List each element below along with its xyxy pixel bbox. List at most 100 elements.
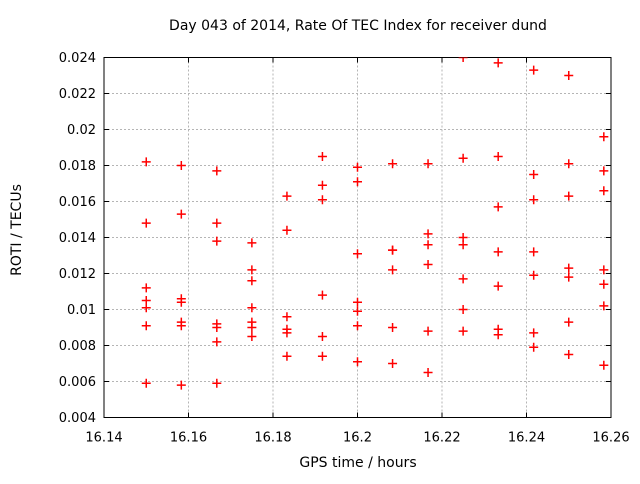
data-point-marker — [564, 317, 574, 327]
data-point-marker — [529, 270, 539, 280]
data-point-marker — [212, 323, 222, 332]
data-point-marker — [247, 276, 257, 286]
data-point-marker — [493, 330, 503, 340]
svg-text:0.008: 0.008 — [59, 339, 96, 354]
data-point-marker — [529, 328, 539, 338]
data-point-marker — [212, 166, 222, 176]
data-point-marker — [388, 245, 398, 255]
data-point-marker — [141, 321, 151, 331]
data-points — [141, 57, 609, 390]
svg-text:0.02: 0.02 — [67, 123, 96, 138]
data-point-marker — [247, 323, 257, 332]
data-point-marker — [564, 350, 574, 359]
data-point-marker — [212, 378, 222, 388]
svg-text:16.26: 16.26 — [592, 431, 629, 446]
data-point-marker — [388, 323, 398, 332]
svg-text:16.22: 16.22 — [423, 431, 460, 446]
data-point-marker — [599, 265, 609, 275]
data-point-marker — [493, 281, 503, 291]
data-point-marker — [564, 191, 574, 201]
data-point-marker — [423, 326, 433, 336]
grid-lines — [104, 57, 611, 418]
data-point-marker — [282, 225, 292, 235]
data-point-marker — [176, 321, 186, 331]
svg-text:16.2: 16.2 — [343, 431, 372, 446]
data-point-marker — [493, 152, 503, 161]
data-point-marker — [353, 249, 362, 259]
data-point-marker — [353, 162, 362, 172]
data-point-marker — [212, 337, 222, 347]
data-point-marker — [458, 240, 468, 250]
data-point-marker — [564, 272, 574, 282]
data-point-marker — [529, 195, 539, 205]
data-point-marker — [176, 209, 186, 219]
data-point-marker — [141, 157, 151, 167]
svg-text:0.012: 0.012 — [59, 267, 96, 282]
data-point-marker — [141, 378, 151, 388]
data-point-marker — [423, 240, 433, 250]
data-point-marker — [212, 236, 222, 246]
data-point-marker — [564, 71, 574, 80]
data-point-marker — [529, 247, 539, 257]
data-point-marker — [353, 306, 362, 316]
data-point-marker — [247, 265, 257, 275]
y-axis-label: ROTI / TECUs — [9, 184, 25, 276]
data-point-marker — [458, 57, 468, 62]
data-point-marker — [423, 260, 433, 269]
data-point-marker — [529, 65, 539, 75]
svg-text:0.018: 0.018 — [59, 159, 96, 174]
data-point-marker — [599, 132, 609, 142]
svg-text:0.024: 0.024 — [59, 51, 96, 66]
data-point-marker — [247, 238, 257, 248]
data-point-marker — [458, 274, 468, 284]
data-point-marker — [317, 152, 327, 161]
x-axis-label: GPS time / hours — [299, 455, 417, 471]
data-point-marker — [599, 301, 609, 311]
data-point-marker — [458, 326, 468, 336]
svg-text:16.14: 16.14 — [85, 431, 122, 446]
data-point-marker — [176, 297, 186, 307]
data-point-marker — [282, 191, 292, 201]
data-point-marker — [353, 177, 362, 187]
data-point-marker — [353, 297, 362, 307]
data-point-marker — [317, 180, 327, 190]
data-point-marker — [282, 328, 292, 338]
data-point-marker — [388, 359, 398, 368]
data-point-marker — [317, 290, 327, 300]
svg-text:0.01: 0.01 — [67, 303, 96, 318]
plot-border — [103, 57, 612, 418]
data-point-marker — [599, 279, 609, 289]
svg-text:16.18: 16.18 — [254, 431, 291, 446]
svg-text:0.022: 0.022 — [59, 87, 96, 102]
svg-text:0.016: 0.016 — [59, 195, 96, 210]
svg-text:0.006: 0.006 — [59, 375, 96, 390]
data-point-marker — [493, 58, 503, 68]
data-point-marker — [599, 360, 609, 370]
data-point-marker — [247, 303, 257, 313]
data-point-marker — [141, 303, 151, 313]
data-point-marker — [212, 218, 222, 228]
data-point-marker — [564, 263, 574, 273]
data-point-marker — [599, 186, 609, 196]
data-point-marker — [282, 312, 292, 322]
data-point-marker — [317, 332, 327, 341]
data-point-marker — [599, 166, 609, 176]
data-point-marker — [423, 229, 433, 239]
chart-title: Day 043 of 2014, Rate Of TEC Index for r… — [169, 18, 547, 34]
data-point-marker — [423, 368, 433, 377]
y-tick-labels: 0.004 0.006 0.008 0.01 0.012 0.014 0.016 0.018 0… — [59, 51, 96, 426]
data-point-marker — [317, 351, 327, 361]
data-point-marker — [493, 247, 503, 257]
data-point-marker — [564, 159, 574, 169]
data-point-marker — [176, 380, 186, 390]
data-point-marker — [458, 305, 468, 314]
data-point-marker — [388, 159, 398, 169]
svg-text:0.014: 0.014 — [59, 231, 96, 246]
data-point-marker — [388, 265, 398, 275]
data-point-marker — [176, 161, 186, 170]
data-point-marker — [423, 159, 433, 169]
data-point-marker — [529, 170, 539, 179]
svg-text:0.004: 0.004 — [59, 411, 96, 426]
